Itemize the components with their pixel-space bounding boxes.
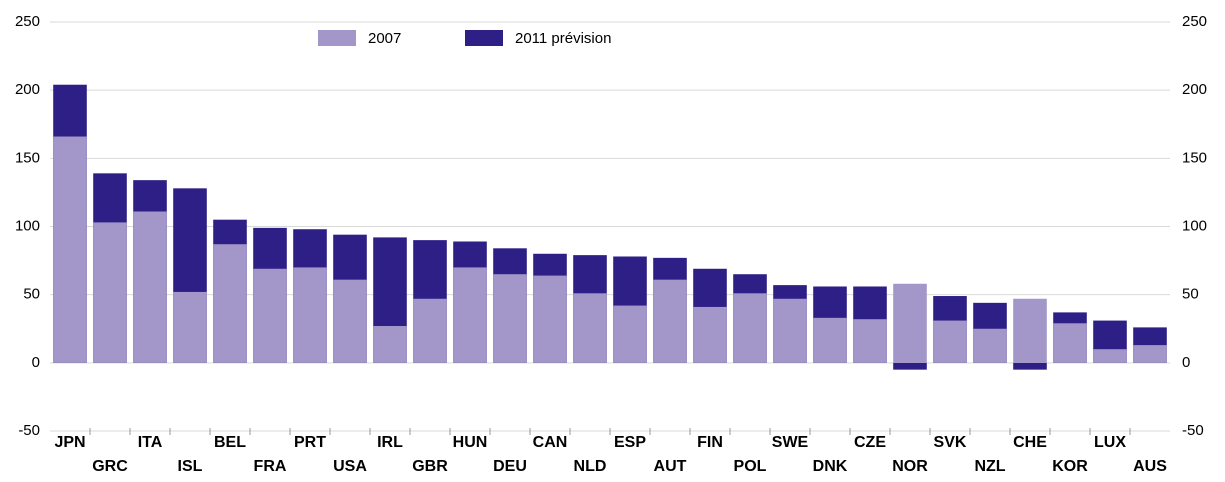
y-tick-label: 50 (23, 286, 40, 303)
bar (933, 320, 967, 363)
x-tick-label: JPN (54, 434, 85, 451)
x-tick-label: SWE (772, 434, 809, 451)
bar (173, 291, 207, 363)
x-tick-label: ISL (178, 458, 203, 475)
y-tick-label: 150 (15, 149, 40, 166)
bar (973, 328, 1007, 363)
legend-swatch (318, 30, 356, 46)
y2-tick-label: 0 (1182, 354, 1190, 371)
y-tick-label: 100 (15, 217, 40, 234)
bar (893, 283, 927, 363)
x-tick-label: USA (333, 458, 367, 475)
bar (1093, 349, 1127, 363)
bar (1133, 345, 1167, 363)
bar (93, 222, 127, 363)
bar (1053, 323, 1087, 363)
x-tick-label: GBR (412, 458, 448, 475)
x-tick-label: CHE (1013, 434, 1047, 451)
y-tick-label: -50 (18, 422, 40, 439)
y2-tick-label: 200 (1182, 81, 1207, 98)
bar (533, 275, 567, 363)
x-tick-label: DNK (813, 458, 848, 475)
x-tick-label: NZL (974, 458, 1005, 475)
x-tick-label: AUT (654, 458, 687, 475)
x-tick-label: CAN (533, 434, 568, 451)
bar (1013, 362, 1047, 370)
x-tick-label: BEL (214, 434, 246, 451)
bar (333, 279, 367, 363)
y2-tick-label: 150 (1182, 149, 1207, 166)
bar (893, 362, 927, 370)
bar (453, 267, 487, 363)
bar (373, 326, 407, 363)
bar (813, 317, 847, 363)
y2-tick-label: 250 (1182, 13, 1207, 30)
bar (653, 279, 687, 363)
x-tick-label: FIN (697, 434, 723, 451)
legend-label: 2011 prévision (515, 30, 611, 47)
x-tick-label: LUX (1094, 434, 1126, 451)
x-tick-label: FRA (254, 458, 287, 475)
bar (1013, 298, 1047, 363)
y-tick-label: 250 (15, 13, 40, 30)
bar (133, 211, 167, 363)
legend-label: 2007 (368, 30, 401, 47)
bar (853, 319, 887, 363)
bar (693, 306, 727, 363)
bar (733, 293, 767, 363)
bar (493, 274, 527, 363)
y-tick-label: 200 (15, 81, 40, 98)
y2-tick-label: 100 (1182, 217, 1207, 234)
y-tick-label: 0 (32, 354, 40, 371)
x-tick-label: IRL (377, 434, 403, 451)
x-tick-label: PRT (294, 434, 326, 451)
x-tick-label: KOR (1052, 458, 1088, 475)
x-tick-label: CZE (854, 434, 886, 451)
x-tick-label: SVK (934, 434, 967, 451)
y2-tick-label: 50 (1182, 286, 1199, 303)
x-tick-label: POL (734, 458, 767, 475)
x-tick-label: ESP (614, 434, 646, 451)
x-tick-label: DEU (493, 458, 527, 475)
legend-swatch (465, 30, 503, 46)
x-tick-label: NOR (892, 458, 928, 475)
bar (413, 298, 447, 363)
bar (573, 293, 607, 363)
x-tick-label: NLD (574, 458, 607, 475)
x-tick-label: GRC (92, 458, 128, 475)
bar (773, 298, 807, 363)
bar (253, 268, 287, 363)
bar (293, 267, 327, 363)
bar (213, 244, 247, 363)
x-tick-label: AUS (1133, 458, 1167, 475)
bar (53, 136, 87, 363)
bar (613, 305, 647, 363)
x-tick-label: HUN (453, 434, 488, 451)
x-tick-label: ITA (138, 434, 163, 451)
y2-tick-label: -50 (1182, 422, 1204, 439)
